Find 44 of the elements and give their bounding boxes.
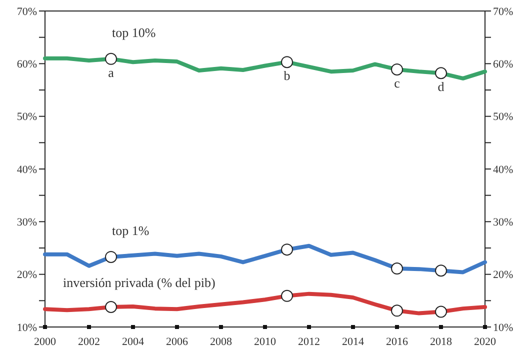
x-tick-label: 2008 — [210, 336, 232, 348]
point — [435, 306, 447, 318]
y-tick-label: 30% — [16, 216, 37, 229]
point — [281, 290, 293, 302]
y-tick-label: 10% — [16, 322, 37, 334]
y2-tick-label: 30% — [493, 216, 514, 229]
y2-tick-label: 50% — [493, 111, 514, 124]
point — [281, 56, 293, 68]
series-label: inversión privada (% del pib) — [63, 275, 216, 290]
annotation: d — [438, 79, 445, 94]
x-tick-label: 2012 — [298, 336, 320, 348]
point — [391, 63, 403, 76]
series-label: top 10% — [112, 24, 156, 40]
y-tick-label: 60% — [16, 58, 37, 71]
annotation: c — [394, 75, 400, 90]
x-tick-label: 2014 — [342, 336, 364, 348]
series-label: top 1% — [112, 222, 150, 238]
point — [435, 67, 447, 80]
annotation: b — [284, 68, 290, 84]
y2-tick-label: 40% — [493, 164, 514, 176]
point — [105, 300, 117, 313]
point — [281, 244, 293, 256]
x-tick-label: 2020 — [474, 336, 496, 348]
y-tick-label: 70% — [16, 6, 37, 18]
point — [391, 304, 403, 317]
point — [391, 262, 403, 275]
x-tick-label: 2016 — [386, 336, 408, 348]
x-tick-label: 2018 — [430, 336, 452, 348]
x-tick-label: 2010 — [254, 336, 276, 348]
x-tick-label: 2006 — [166, 336, 188, 348]
point — [105, 250, 117, 263]
point — [105, 52, 117, 65]
y2-tick-label: 10% — [493, 322, 514, 334]
annotation: a — [108, 64, 114, 80]
x-tick-label: 2004 — [122, 336, 144, 348]
y2-tick-label: 60% — [493, 58, 514, 71]
x-tick-label: 2000 — [34, 336, 56, 348]
y2-tick-label: 20% — [493, 269, 514, 282]
y2-tick-label: 70% — [493, 6, 514, 18]
point — [435, 264, 447, 277]
y-tick-label: 50% — [16, 111, 37, 124]
x-tick-label: 2002 — [78, 336, 100, 348]
y-tick-label: 40% — [16, 164, 37, 176]
y-tick-label: 20% — [16, 269, 37, 282]
